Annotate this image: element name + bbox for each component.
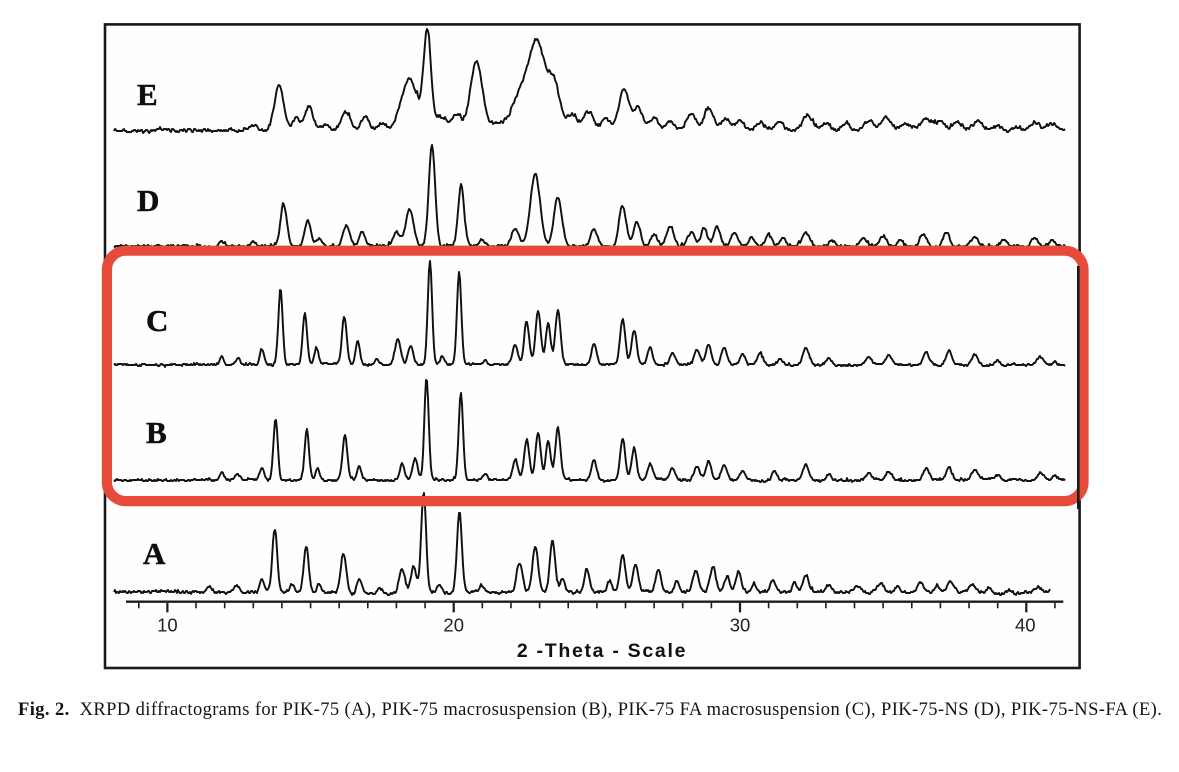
svg-text:E: E xyxy=(137,77,158,112)
svg-text:40: 40 xyxy=(1015,615,1036,636)
svg-text:10: 10 xyxy=(157,615,178,636)
svg-text:A: A xyxy=(143,536,166,571)
svg-text:2 -Theta - Scale: 2 -Theta - Scale xyxy=(517,640,687,662)
svg-text:30: 30 xyxy=(730,615,751,636)
svg-text:C: C xyxy=(146,303,168,338)
svg-text:B: B xyxy=(146,415,167,450)
svg-text:20: 20 xyxy=(443,615,464,636)
svg-text:D: D xyxy=(137,183,159,218)
